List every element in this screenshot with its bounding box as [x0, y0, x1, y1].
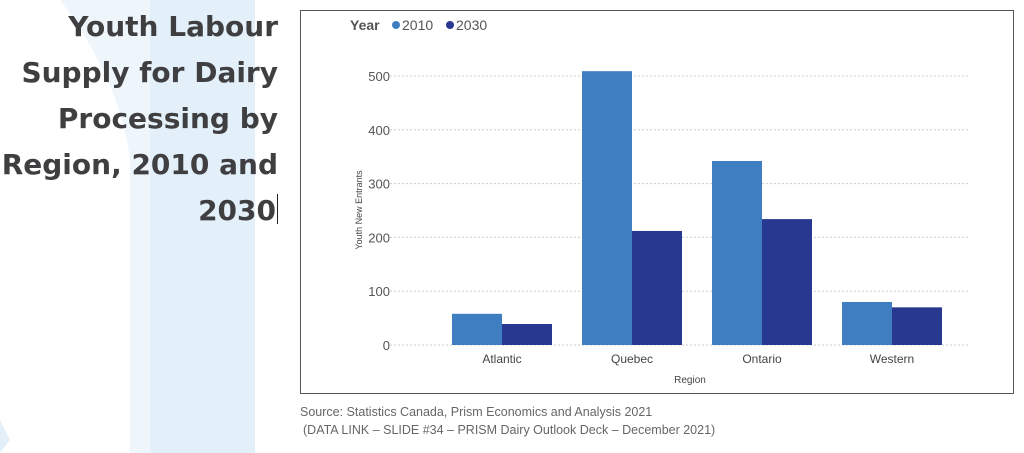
x-tick-label: Western — [870, 352, 914, 366]
bar-quebec-2030[interactable] — [632, 230, 682, 345]
bar-ontario-2030[interactable] — [762, 219, 812, 345]
legend-marker — [446, 21, 454, 29]
bar-western-2030[interactable] — [892, 307, 942, 345]
y-tick-label: 500 — [368, 69, 390, 84]
legend: Year 2010 2030 — [350, 17, 487, 33]
y-tick-label: 100 — [368, 284, 390, 299]
page-title: Youth Labour Supply for Dairy Processing… — [1, 10, 278, 227]
x-axis-label: Region — [674, 375, 706, 386]
x-tick-label: Atlantic — [482, 352, 521, 366]
source-note: Source: Statistics Canada, Prism Economi… — [300, 403, 715, 439]
source-line-2: (DATA LINK – SLIDE #34 – PRISM Dairy Out… — [303, 423, 716, 437]
y-tick-label: 300 — [368, 177, 390, 192]
y-tick-label: 200 — [368, 230, 390, 245]
text-cursor — [277, 194, 278, 224]
bar-ontario-2010[interactable] — [712, 161, 762, 345]
y-axis-label: Youth New Entrants — [354, 170, 364, 250]
x-tick-label: Quebec — [611, 352, 653, 366]
y-tick-label: 400 — [368, 123, 390, 138]
bar-western-2010[interactable] — [842, 301, 892, 345]
y-tick-label: 0 — [383, 338, 390, 353]
legend-label[interactable]: 2010 — [402, 17, 433, 33]
bar-quebec-2010[interactable] — [582, 71, 632, 346]
legend-title: Year — [350, 17, 380, 33]
legend-marker — [392, 21, 400, 29]
bar-atlantic-2030[interactable] — [502, 324, 552, 345]
x-tick-label: Ontario — [742, 352, 782, 366]
source-line-1: Source: Statistics Canada, Prism Economi… — [300, 405, 653, 419]
bar-atlantic-2010[interactable] — [452, 313, 502, 345]
legend-label[interactable]: 2030 — [456, 17, 487, 33]
